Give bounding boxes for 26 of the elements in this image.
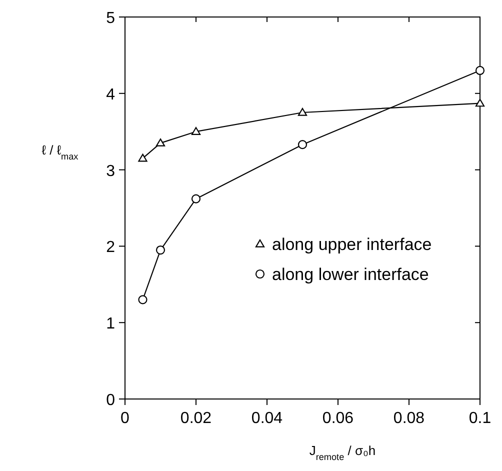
point [298, 108, 308, 116]
x-axis-title: J$_{remote}$ / σ₀h [309, 443, 376, 462]
y-tick-label: 4 [106, 86, 116, 104]
x-tick-label: 0.08 [393, 410, 425, 427]
x-tick-label: 0.02 [180, 410, 212, 427]
point [156, 138, 166, 146]
y-tick-label: 0 [106, 392, 116, 409]
point [138, 154, 148, 162]
point [138, 295, 148, 304]
legend-label: along upper interface [272, 235, 432, 254]
point [156, 245, 166, 255]
y-tick-label: 3 [106, 162, 116, 180]
point [475, 66, 485, 76]
point [298, 140, 308, 150]
y-tick-label: 2 [106, 239, 116, 256]
point [191, 127, 201, 135]
x-tick-label: 0.1 [468, 410, 492, 427]
point [191, 194, 201, 204]
y-axis-title: ℓ / ℓ$_{max}$ [42, 142, 79, 162]
y-tick-label: 5 [106, 10, 116, 27]
y-tick-label: 1 [106, 316, 116, 333]
x-tick-label: 0 [120, 410, 130, 427]
x-tick-label: 0.04 [251, 410, 283, 427]
legend-label: along lower interface [272, 265, 429, 284]
x-tick-label: 0.06 [322, 410, 354, 427]
point [475, 98, 485, 107]
